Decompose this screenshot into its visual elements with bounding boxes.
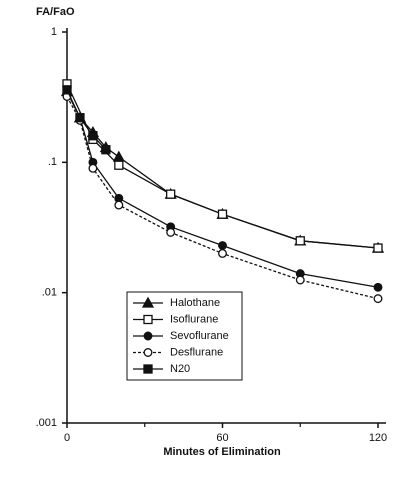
- legend-marker: [143, 331, 153, 341]
- marker: [166, 189, 176, 199]
- x-tick-label: 0: [64, 432, 70, 444]
- legend-marker: [141, 296, 155, 308]
- marker: [373, 243, 383, 253]
- marker: [373, 282, 383, 292]
- legend-label: N20: [170, 363, 190, 375]
- legend-label: Isoflurane: [170, 313, 218, 325]
- y-tick-label: 1: [51, 26, 57, 38]
- marker: [62, 85, 72, 95]
- y-axis-label: FA/FaO: [36, 6, 75, 18]
- y-tick-label: .1: [48, 156, 57, 168]
- y-tick-label: .001: [36, 417, 57, 429]
- x-tick-label: 120: [369, 432, 387, 444]
- marker: [88, 131, 98, 141]
- marker: [218, 241, 227, 250]
- marker: [88, 163, 98, 173]
- marker: [114, 200, 124, 210]
- series-line: [66, 89, 107, 151]
- marker: [295, 236, 305, 246]
- legend-label: Halothane: [170, 297, 220, 309]
- x-tick-label: 60: [216, 432, 228, 444]
- marker: [101, 145, 111, 155]
- marker: [373, 294, 383, 304]
- series-line: [66, 91, 379, 288]
- legend-marker: [143, 364, 153, 374]
- series-line: [66, 96, 379, 300]
- y-tick-label: .01: [42, 287, 57, 299]
- legend-label: Sevoflurane: [170, 330, 229, 342]
- x-axis-label: Minutes of Elimination: [163, 446, 281, 458]
- legend-marker: [143, 348, 153, 357]
- marker: [166, 227, 176, 237]
- legend-marker: [143, 314, 153, 325]
- marker: [114, 160, 124, 170]
- marker: [295, 275, 305, 285]
- legend-label: Desflurane: [170, 346, 223, 358]
- marker: [75, 113, 85, 123]
- marker: [218, 248, 227, 258]
- marker: [217, 209, 228, 219]
